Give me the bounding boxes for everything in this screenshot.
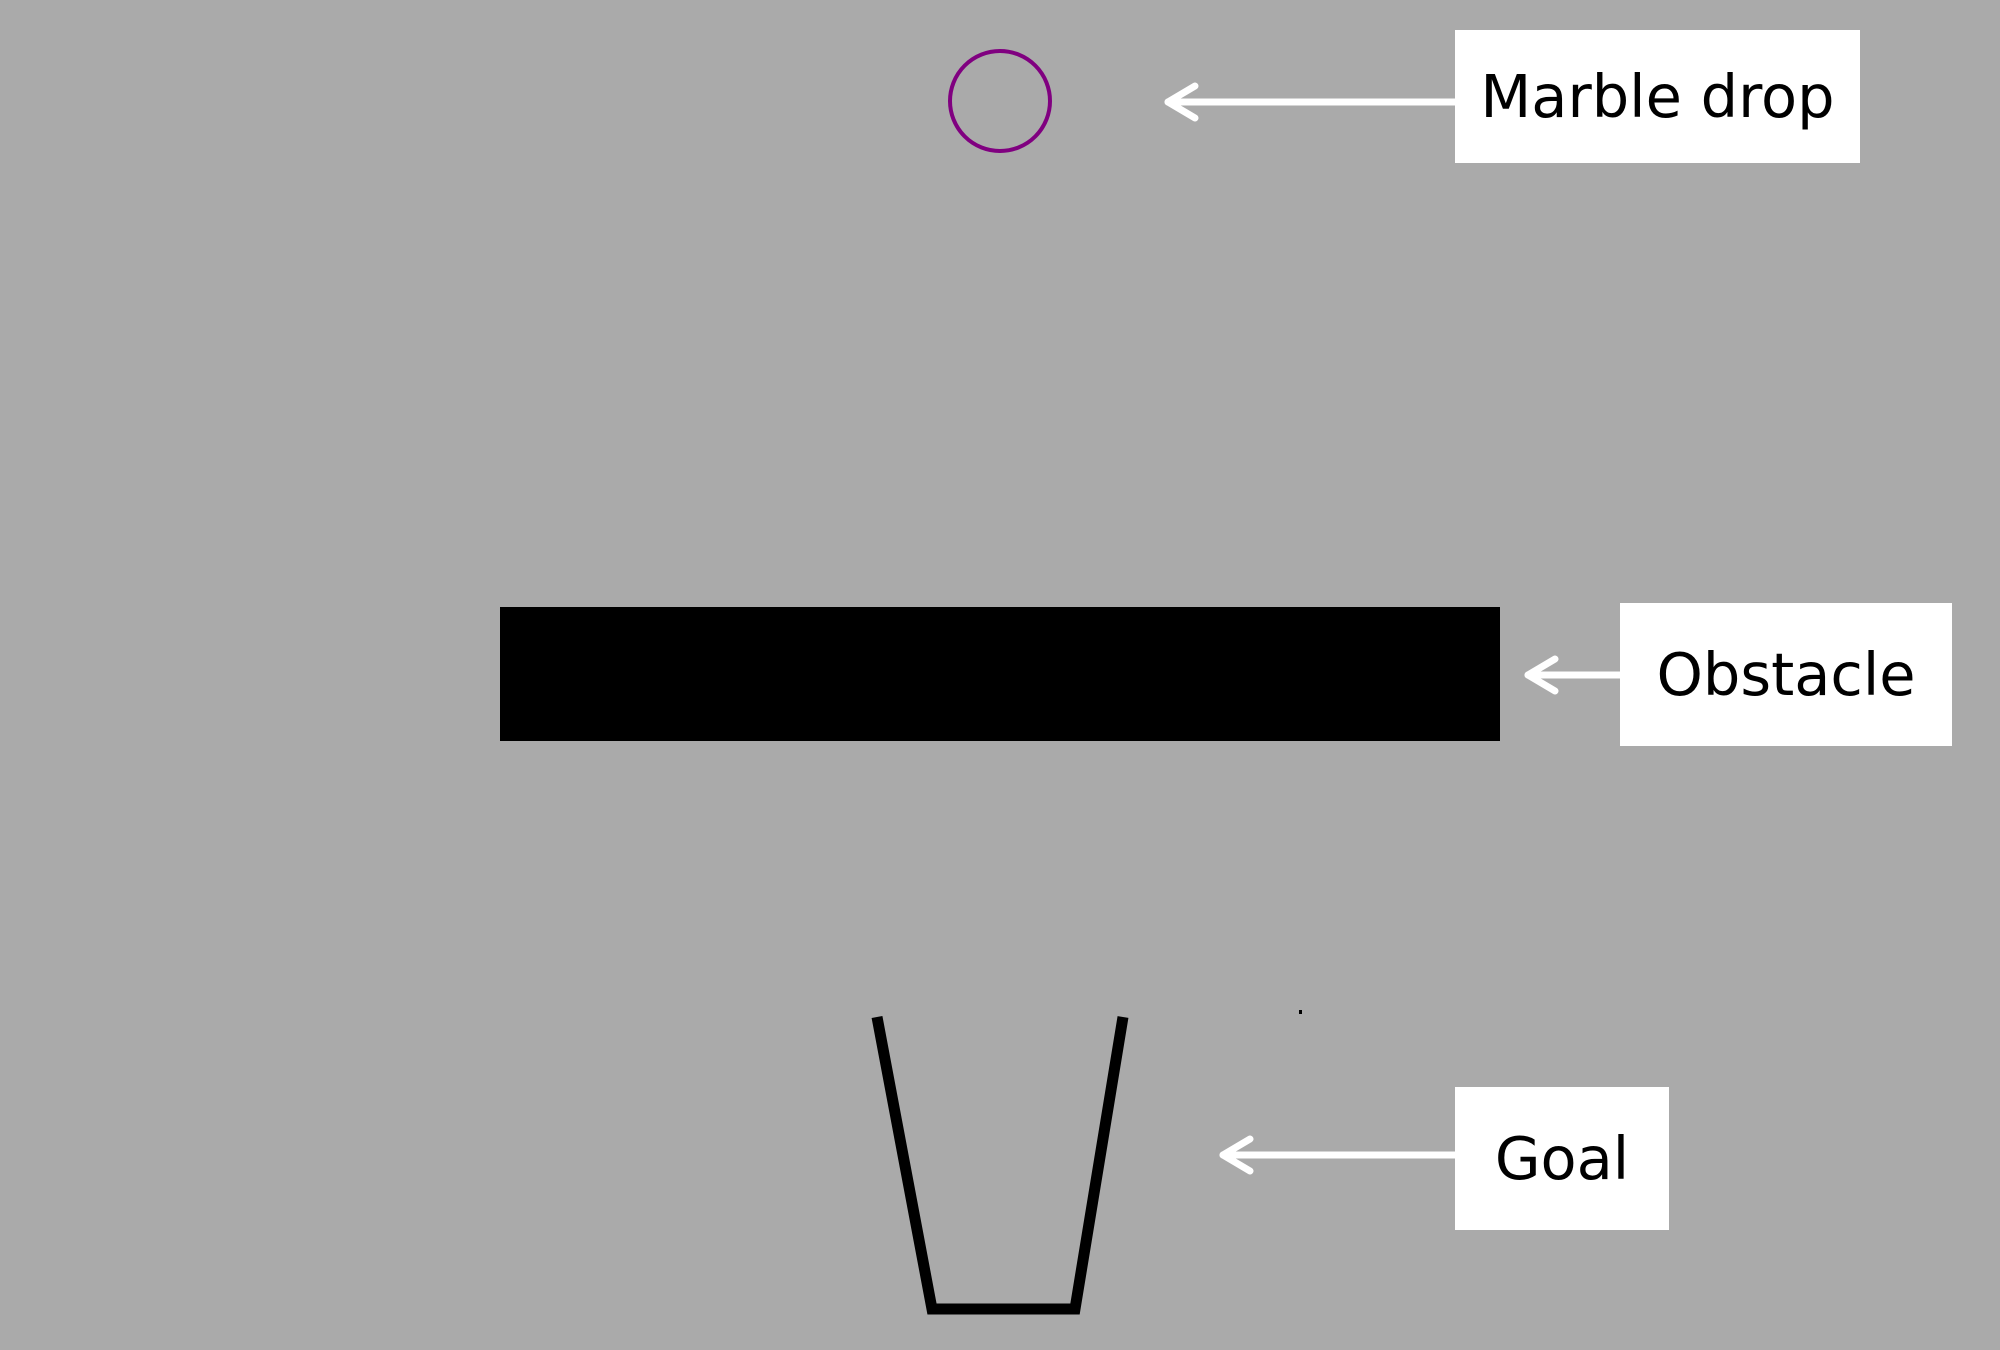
obstacle-arrow xyxy=(1524,655,1624,695)
obstacle-bar xyxy=(500,607,1500,741)
marble-icon[interactable] xyxy=(948,49,1052,153)
goal-cup-icon xyxy=(871,1015,1129,1315)
obstacle-label: Obstacle xyxy=(1620,603,1952,746)
obstacle-label-text: Obstacle xyxy=(1656,640,1916,709)
goal-label: Goal xyxy=(1455,1087,1669,1230)
goal-label-text: Goal xyxy=(1494,1124,1630,1193)
marble-arrow xyxy=(1164,82,1459,122)
marble-drop-label-text: Marble drop xyxy=(1480,62,1835,131)
goal-arrow xyxy=(1219,1135,1459,1175)
stray-dot xyxy=(1299,1010,1302,1014)
marble-drop-label: Marble drop xyxy=(1455,30,1860,163)
